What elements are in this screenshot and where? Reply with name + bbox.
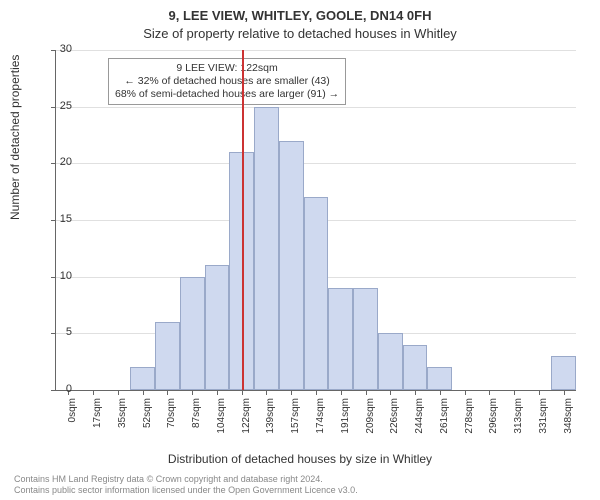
xtick-label: 226sqm xyxy=(389,398,400,438)
reference-line xyxy=(242,50,244,390)
histogram-bar xyxy=(254,107,279,390)
xtick-label: 52sqm xyxy=(142,398,153,438)
xtick-mark xyxy=(341,390,342,395)
gridline xyxy=(56,163,576,164)
ytick-label: 25 xyxy=(42,100,72,112)
histogram-bar xyxy=(155,322,180,390)
gridline xyxy=(56,107,576,108)
histogram-bar xyxy=(403,345,428,390)
gridline xyxy=(56,50,576,51)
xtick-mark xyxy=(415,390,416,395)
xtick-mark xyxy=(266,390,267,395)
footer-line-2: Contains public sector information licen… xyxy=(14,485,358,496)
xtick-mark xyxy=(539,390,540,395)
y-axis-label: Number of detached properties xyxy=(8,55,22,220)
xtick-label: 174sqm xyxy=(315,398,326,438)
plot-area: 9 LEE VIEW: 122sqm← 32% of detached hous… xyxy=(55,50,576,391)
ytick-label: 20 xyxy=(42,156,72,168)
ytick-label: 5 xyxy=(42,326,72,338)
xtick-label: 313sqm xyxy=(513,398,524,438)
xtick-mark xyxy=(93,390,94,395)
xtick-label: 261sqm xyxy=(439,398,450,438)
xtick-label: 191sqm xyxy=(340,398,351,438)
xtick-label: 70sqm xyxy=(166,398,177,438)
ytick-label: 0 xyxy=(42,383,72,395)
page-subtitle: Size of property relative to detached ho… xyxy=(0,26,600,41)
histogram-bar xyxy=(328,288,353,390)
xtick-label: 278sqm xyxy=(464,398,475,438)
xtick-mark xyxy=(118,390,119,395)
xtick-mark xyxy=(489,390,490,395)
annotation-box: 9 LEE VIEW: 122sqm← 32% of detached hous… xyxy=(108,58,346,105)
annotation-line: ← 32% of detached houses are smaller (43… xyxy=(115,75,339,88)
histogram-bar xyxy=(130,367,155,390)
xtick-mark xyxy=(217,390,218,395)
histogram-bar xyxy=(205,265,230,390)
annotation-line: 9 LEE VIEW: 122sqm xyxy=(115,62,339,75)
chart-container: 9, LEE VIEW, WHITLEY, GOOLE, DN14 0FH Si… xyxy=(0,0,600,500)
xtick-mark xyxy=(167,390,168,395)
histogram-bar xyxy=(378,333,403,390)
xtick-label: 296sqm xyxy=(488,398,499,438)
xtick-mark xyxy=(514,390,515,395)
xtick-mark xyxy=(143,390,144,395)
footer-line-1: Contains HM Land Registry data © Crown c… xyxy=(14,474,358,485)
xtick-label: 0sqm xyxy=(67,398,78,438)
histogram-bar xyxy=(180,277,205,390)
xtick-label: 87sqm xyxy=(191,398,202,438)
xtick-label: 157sqm xyxy=(290,398,301,438)
xtick-label: 139sqm xyxy=(265,398,276,438)
page-title-address: 9, LEE VIEW, WHITLEY, GOOLE, DN14 0FH xyxy=(0,8,600,23)
ytick-label: 15 xyxy=(42,213,72,225)
xtick-mark xyxy=(465,390,466,395)
xtick-label: 244sqm xyxy=(414,398,425,438)
xtick-label: 209sqm xyxy=(365,398,376,438)
ytick-label: 30 xyxy=(42,43,72,55)
xtick-mark xyxy=(366,390,367,395)
ytick-label: 10 xyxy=(42,270,72,282)
histogram-bar xyxy=(551,356,576,390)
annotation-line: 68% of semi-detached houses are larger (… xyxy=(115,88,339,101)
xtick-label: 122sqm xyxy=(241,398,252,438)
xtick-mark xyxy=(390,390,391,395)
xtick-label: 348sqm xyxy=(563,398,574,438)
xtick-label: 35sqm xyxy=(117,398,128,438)
xtick-mark xyxy=(291,390,292,395)
xtick-label: 104sqm xyxy=(216,398,227,438)
xtick-mark xyxy=(192,390,193,395)
x-axis-label: Distribution of detached houses by size … xyxy=(0,452,600,466)
xtick-mark xyxy=(564,390,565,395)
xtick-label: 17sqm xyxy=(92,398,103,438)
histogram-bar xyxy=(353,288,378,390)
histogram-bar xyxy=(279,141,304,390)
xtick-mark xyxy=(242,390,243,395)
histogram-bar xyxy=(427,367,452,390)
xtick-label: 331sqm xyxy=(538,398,549,438)
xtick-mark xyxy=(316,390,317,395)
histogram-bar xyxy=(304,197,329,390)
footer-attribution: Contains HM Land Registry data © Crown c… xyxy=(14,474,358,496)
xtick-mark xyxy=(440,390,441,395)
